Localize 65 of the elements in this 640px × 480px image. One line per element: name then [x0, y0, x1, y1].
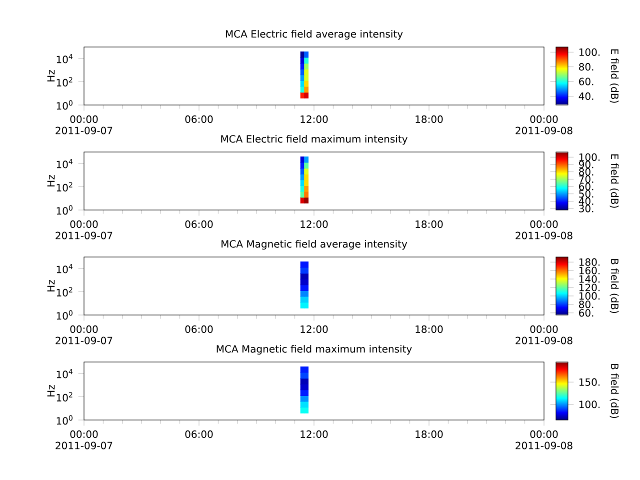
color-bar-label: 80. [579, 300, 594, 308]
y-axis-title: Hz [47, 70, 55, 82]
x-tick-label: 06:00 [185, 325, 213, 333]
y-tick-label: 10$^{4}$ [56, 54, 73, 64]
x-tick-label: 00:00 2011-09-07 [56, 430, 112, 450]
color-bar-title: E field (dB) [610, 154, 619, 208]
x-tick-label: 18:00 [416, 220, 443, 228]
x-tick-label: 06:00 [185, 430, 213, 438]
x-tick-label: 00:00 2011-09-08 [516, 115, 572, 134]
y-tick-label: 10$^{0}$ [56, 415, 72, 425]
x-tick-label: 06:00 [185, 220, 213, 228]
chart-title: MCA Magnetic field average intensity [222, 240, 408, 250]
y-axis-title: Hz [47, 175, 55, 186]
y-tick-label: 10$^{2}$ [56, 182, 72, 192]
color-bar-label: 150. [579, 378, 600, 386]
x-tick-label: 18:00 [416, 430, 443, 438]
y-tick-label: 10$^{4}$ [56, 158, 73, 168]
color-bar-label: 70. [579, 175, 594, 183]
color-bar-label: 90. [578, 160, 594, 168]
color-bar-title: B field (dB) [610, 259, 619, 314]
y-axis-title: Hz [47, 280, 55, 292]
color-bar-label: 100. [579, 153, 600, 161]
color-bar-label: 60. [579, 309, 594, 317]
color-bar-label: 80. [579, 63, 594, 71]
x-tick-label: 12:00 [300, 220, 328, 228]
color-bar-label: 180. [579, 258, 600, 266]
chart-title: MCA Electric field maximum intensity [221, 134, 408, 145]
y-tick-label: 10$^{4}$ [56, 264, 73, 274]
x-tick-label: 00:00 2011-09-07 [56, 220, 112, 240]
x-tick-label: 00:00 2011-09-07 [56, 325, 112, 344]
color-bar-title: B field (dB) [610, 364, 619, 418]
x-tick-label: 12:00 [300, 430, 328, 438]
y-tick-label: 10$^{0}$ [56, 205, 72, 215]
color-bar-title: E field (dB) [610, 49, 619, 103]
color-bar-label: 30. [579, 204, 594, 212]
color-bar-label: 40. [578, 92, 594, 100]
x-tick-label: 18:00 [416, 115, 443, 123]
x-tick-label: 00:00 2011-09-08 [516, 430, 572, 450]
color-bar-label: 160. [579, 266, 600, 274]
x-tick-label: 12:00 [300, 115, 328, 123]
color-bar-label: 140. [579, 275, 600, 283]
chart-title: MCA Electric field average intensity [226, 30, 403, 40]
color-bar-label: 50. [579, 190, 594, 198]
y-tick-label: 10$^{0}$ [56, 310, 72, 320]
color-bar-label: 100. [579, 292, 600, 300]
y-tick-label: 10$^{2}$ [56, 392, 72, 402]
x-tick-label: 06:00 [185, 115, 213, 123]
y-tick-label: 10$^{4}$ [56, 368, 73, 378]
color-bar-label: 100. [579, 400, 600, 408]
x-tick-label: 00:00 2011-09-08 [516, 325, 572, 344]
chart-title: MCA Magnetic field maximum intensity [216, 344, 412, 355]
color-bar-label: 60. [579, 78, 594, 86]
y-axis-title: Hz [47, 385, 55, 396]
x-tick-label: 12:00 [300, 325, 328, 333]
x-tick-label: 18:00 [416, 325, 443, 333]
color-bar-label: 60. [579, 182, 594, 190]
y-tick-label: 10$^{0}$ [56, 100, 72, 110]
color-bar-label: 120. [579, 284, 600, 292]
y-tick-label: 10$^{2}$ [56, 287, 72, 296]
color-bar-label: 80. [579, 168, 594, 176]
color-bar-label: 100. [579, 48, 600, 56]
x-tick-label: 00:00 2011-09-08 [516, 220, 572, 240]
y-tick-label: 10$^{2}$ [56, 77, 72, 86]
color-bar-label: 40. [578, 197, 594, 205]
x-tick-label: 00:00 2011-09-07 [56, 115, 112, 134]
